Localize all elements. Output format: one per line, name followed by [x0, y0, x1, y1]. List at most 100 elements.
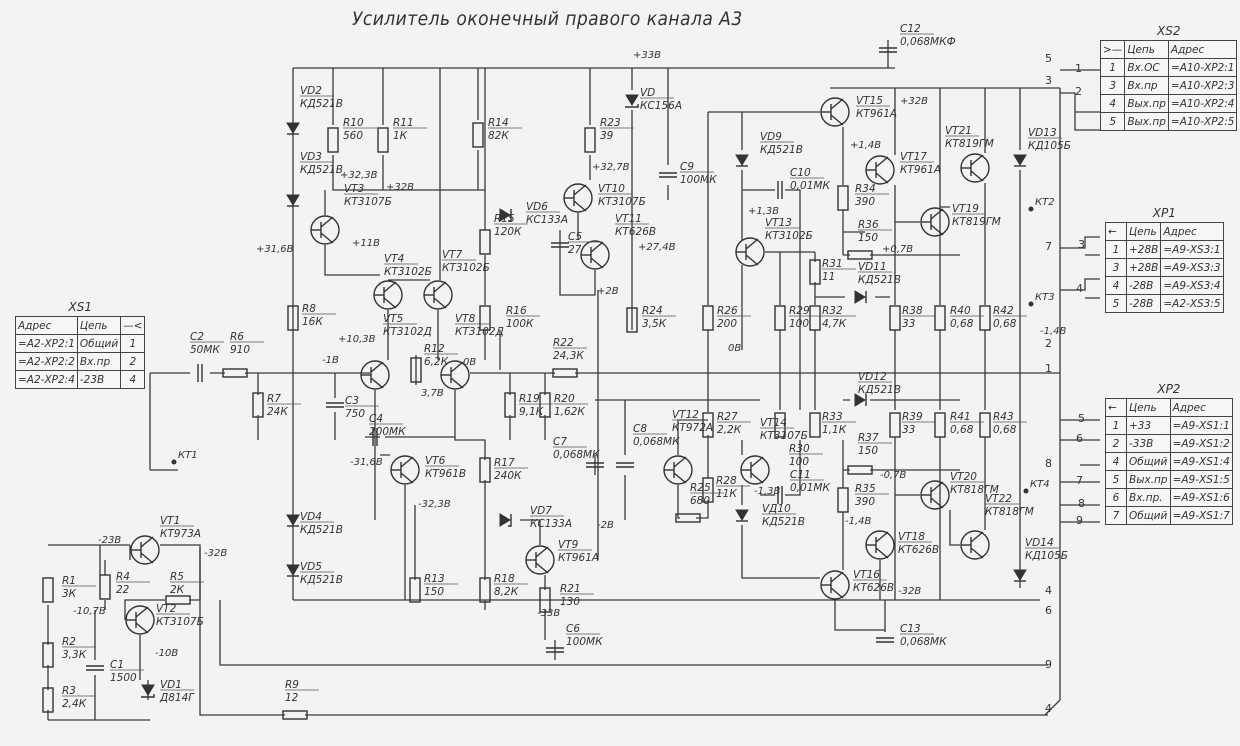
component-value: КД521В [300, 164, 343, 176]
r34-resistor-symbol [837, 185, 849, 211]
component-ref: C9 [680, 161, 694, 173]
connector-cell: 2 [1105, 434, 1127, 453]
connector-header-cell: —< [120, 316, 146, 335]
component-ref: R24 [642, 305, 663, 317]
component-value: 240К [494, 470, 522, 482]
connector-cell: 5 [1099, 112, 1126, 131]
component-ref: R36 [858, 219, 879, 231]
vd7-zener-symbol [499, 513, 512, 527]
net-number: 9 [1045, 658, 1052, 671]
connector-cell: Вх.пр [1124, 76, 1169, 95]
connector-cell: -28В [1125, 276, 1162, 295]
component-value: КТ3102Б [765, 230, 813, 242]
component-value: КТ818ГМ [950, 484, 999, 496]
connector-cell: 5 [1105, 294, 1127, 313]
connector-row: =А2-ХР2:4 -23В 4 [15, 370, 146, 389]
vt17-transistor-symbol [865, 155, 895, 185]
component-value: 150 [858, 445, 878, 457]
voltage-labels: +33В +32,3В +32В +32,7В +27,4В +11В +31,6В +2В +… [73, 50, 1067, 659]
connector-cell: 4 [1105, 276, 1127, 295]
connector-table: ← Цепь Адрес 1 +28В =А9-XS3:1 3 +28В =А9-XS3:3 4-… [1105, 222, 1224, 313]
connector-cell: 3 [1105, 258, 1127, 277]
component-value: 100К [506, 318, 534, 330]
r14-resistor-symbol [472, 122, 484, 148]
component-ref: R23 [600, 117, 621, 129]
r42-resistor-symbol [979, 305, 991, 331]
voltage-label: 3,7В [421, 388, 444, 399]
r22-resistor-symbol [552, 368, 578, 378]
component-ref: R18 [494, 573, 515, 585]
component-value: 0,68 [950, 424, 974, 436]
component-value: КД105Б [1025, 550, 1068, 562]
vt4-transistor-symbol [373, 280, 403, 310]
component-value: 9,1К [519, 406, 544, 418]
component-ref: R17 [494, 457, 515, 469]
component-ref: VT22 [985, 493, 1012, 505]
component-value: 2,2К [717, 424, 742, 436]
voltage-label: -10,7В [73, 606, 106, 617]
component-value: 33 [902, 318, 915, 330]
component-ref: VT21 [945, 125, 972, 137]
component-ref: C13 [900, 623, 921, 635]
connector-cell: 6 [1105, 488, 1127, 507]
connector-cell: 1 [1105, 240, 1127, 259]
component-value: КТ3102Б [442, 262, 490, 274]
component-value: 390 [855, 496, 875, 508]
component-ref: C7 [553, 436, 567, 448]
voltage-label: -2В [597, 520, 614, 531]
component-ref: R40 [950, 305, 971, 317]
component-value: 1,62К [554, 406, 585, 418]
connector-cell: =А2-ХР2:4 [15, 370, 78, 389]
connector-table: ← Цепь Адрес 1 +33 =А9-XS1:1 2 -33В =А9-XS1:2 4 Об… [1105, 398, 1233, 525]
component-ref: VT8 [455, 313, 476, 325]
c2-capacitor-symbol [197, 364, 203, 382]
connector-cell: 1 [1099, 58, 1126, 77]
r30-resistor-symbol [774, 412, 786, 438]
component-value: КТ961В [425, 468, 466, 480]
vd12-diode-symbol [854, 393, 867, 407]
component-value: 6,2К [424, 356, 449, 368]
net-number: 4 [1076, 282, 1083, 295]
component-value: 39 [600, 130, 614, 142]
net-number: 6 [1076, 432, 1083, 445]
component-ref: R14 [488, 117, 509, 129]
component-ref: VD6 [526, 201, 548, 213]
component-value: КТ973А [160, 528, 201, 540]
component-value: 120К [494, 226, 522, 238]
connector-cell: =А9-XS3:3 [1160, 258, 1224, 277]
connector-cell: Вх.пр [76, 352, 122, 371]
component-ref: VD7 [530, 505, 552, 517]
component-ref: R28 [716, 475, 737, 487]
component-value: КД105Б [1028, 140, 1071, 152]
component-value: 150 [858, 232, 878, 244]
connector-row: 5 Вых.пр =А10-ХР2:5 [1099, 112, 1238, 131]
connector-header-cell: Цепь [1126, 398, 1171, 417]
component-value: 0,68 [993, 318, 1017, 330]
connector-row: 6 Вх.пр. =А9-XS1:6 [1105, 488, 1233, 507]
component-ref: R41 [950, 411, 971, 423]
component-ref: C10 [790, 167, 811, 179]
schematic-title: Усилитель оконечный правого канала А3 [352, 8, 743, 30]
component-value: 0,068МК [633, 436, 680, 448]
r11-resistor-symbol [377, 127, 389, 153]
component-ref: VD13 [1028, 127, 1057, 139]
component-ref: R16 [506, 305, 527, 317]
connector-name: ХР1 [1152, 206, 1176, 220]
r13-resistor-symbol [409, 577, 421, 603]
component-labels: R10560R111КR1482КR2339VDКС156АC9100МКVT1… [62, 23, 1071, 710]
